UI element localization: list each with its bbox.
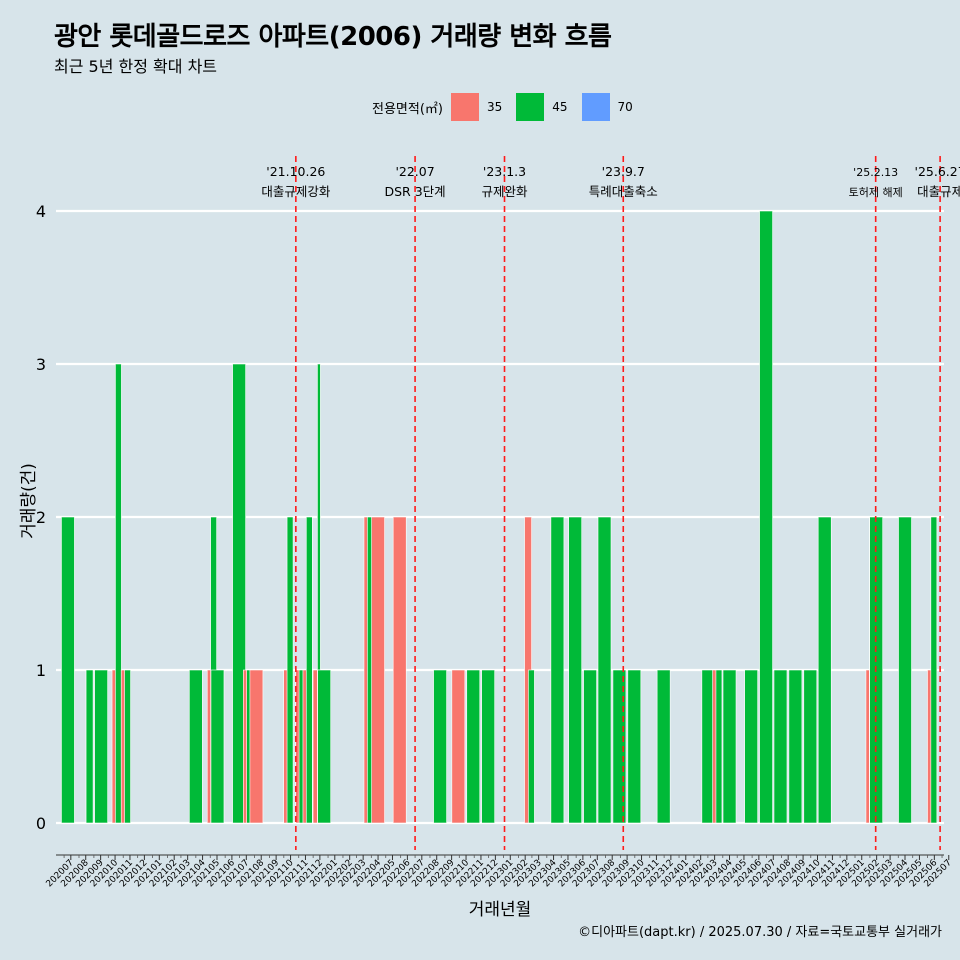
- y-tick-label: 2: [36, 508, 46, 527]
- bar: [124, 669, 131, 824]
- bar: [249, 669, 264, 824]
- bar: [61, 516, 75, 824]
- bar: [371, 516, 385, 824]
- chart-subtitle: 최근 5년 한정 확대 차트: [54, 57, 218, 76]
- bar: [392, 516, 407, 824]
- bar: [433, 669, 447, 824]
- legend-key-45: [516, 93, 545, 121]
- event-text-label: 특례대출축소: [589, 184, 658, 199]
- bar: [481, 669, 495, 824]
- bar: [189, 669, 203, 824]
- bar: [115, 363, 122, 824]
- legend-key-35: [450, 93, 479, 121]
- bar: [773, 669, 788, 824]
- bar: [817, 516, 832, 824]
- y-axis-title: 거래량(건): [19, 463, 39, 539]
- event-text-label: 규제완화: [481, 184, 528, 199]
- event-date-label: '22.07: [395, 164, 434, 179]
- bar: [317, 669, 332, 824]
- event-date-label: '25.6.27: [915, 164, 960, 179]
- source-caption: ©디아파트(dapt.kr) / 2025.07.30 / 자료=국토교통부 실…: [578, 925, 942, 940]
- event-date-label: '25.2.13: [853, 166, 898, 179]
- y-tick-label: 1: [36, 661, 46, 680]
- bar: [94, 669, 108, 824]
- bar: [597, 516, 612, 824]
- event-date-label: '23.9.7: [602, 164, 645, 179]
- x-axis-title: 거래년월: [469, 900, 532, 920]
- y-tick-label: 4: [36, 202, 46, 221]
- event-text-label: 토허제 해제: [849, 185, 903, 199]
- legend-title: 전용면적(㎡): [372, 101, 443, 117]
- event-text-label: 대출규제강화: [261, 184, 331, 199]
- bar: [232, 363, 246, 824]
- bar: [85, 669, 94, 824]
- y-tick-label: 3: [36, 355, 46, 374]
- event-text-label: 대출규제: [917, 184, 960, 199]
- bar: [286, 516, 294, 824]
- bar: [583, 669, 597, 824]
- bar: [528, 669, 535, 824]
- bar: [210, 669, 225, 824]
- bar: [306, 516, 313, 824]
- bar: [744, 669, 758, 824]
- chart-title: 광안 롯데골드로즈 아파트(2006) 거래량 변화 흐름: [54, 22, 612, 52]
- bar: [759, 210, 773, 824]
- legend-label-70: 70: [617, 100, 633, 114]
- bar: [788, 669, 803, 824]
- bar: [715, 669, 723, 824]
- bar: [568, 516, 582, 824]
- legend: 전용면적(㎡) 35 45 70: [372, 93, 647, 121]
- bar: [627, 669, 642, 824]
- event-text-label: DSR 3단계: [384, 184, 445, 199]
- bar: [451, 669, 466, 824]
- legend-label-35: 35: [486, 100, 503, 114]
- legend-label-45: 45: [552, 100, 568, 114]
- bar: [803, 669, 818, 824]
- bar: [930, 516, 938, 824]
- event-date-label: '21.10.26: [266, 164, 325, 179]
- bar: [466, 669, 481, 824]
- bar: [722, 669, 737, 824]
- bar: [656, 669, 671, 824]
- legend-key-70: [581, 93, 610, 121]
- bar: [898, 516, 912, 824]
- bar: [550, 516, 565, 824]
- event-date-label: '23.1.3: [483, 164, 526, 179]
- y-tick-label: 0: [36, 814, 46, 833]
